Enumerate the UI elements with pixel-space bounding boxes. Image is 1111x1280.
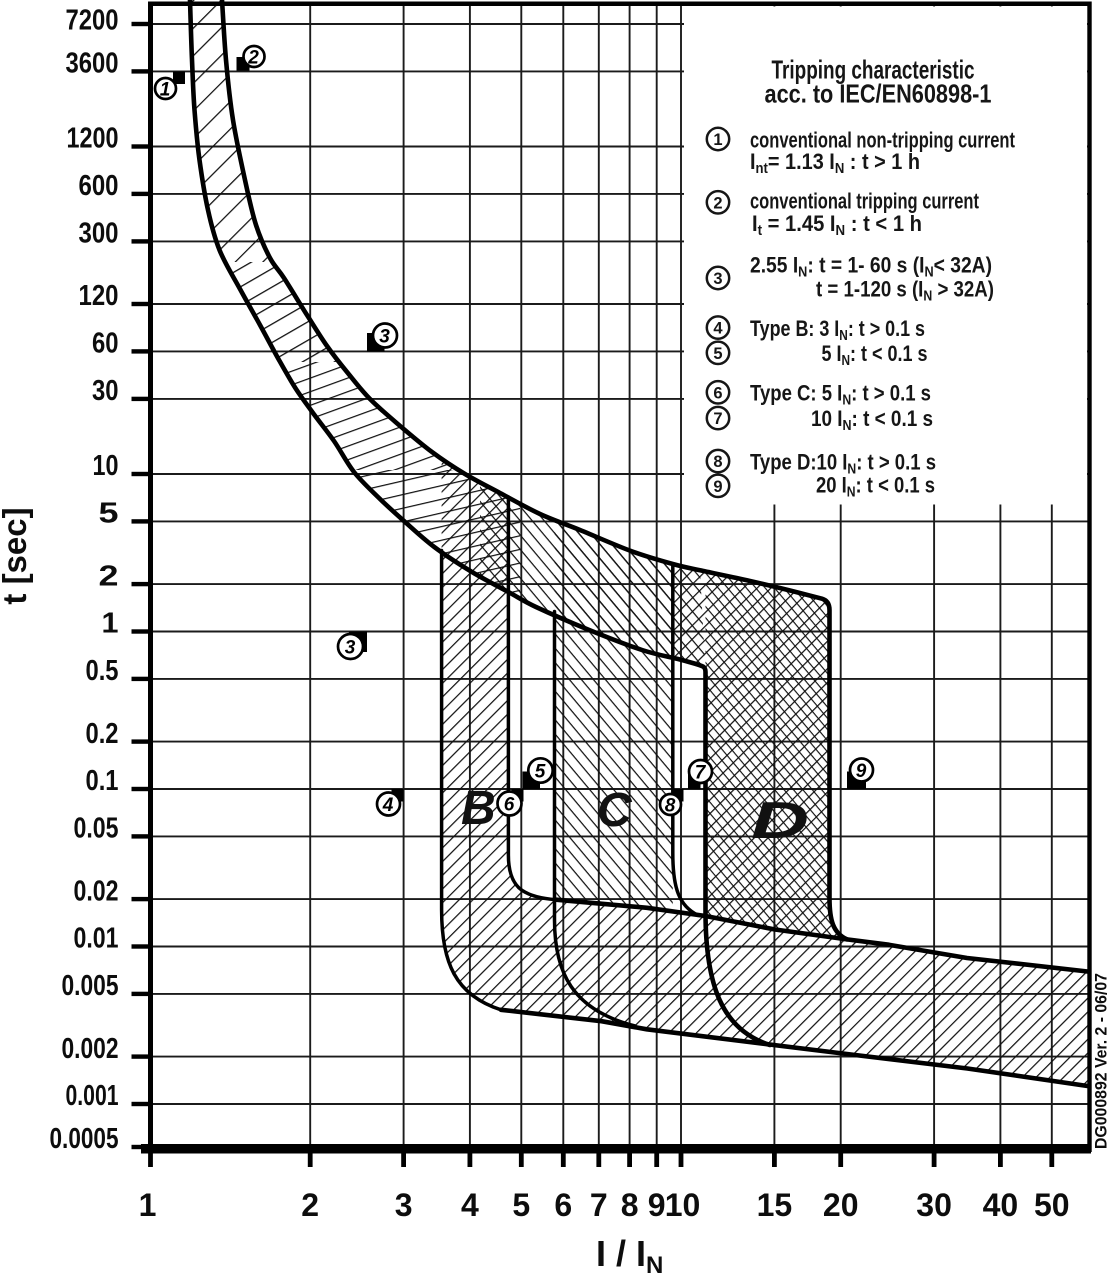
svg-text:DG000892 Ver. 2 - 06/07: DG000892 Ver. 2 - 06/07 xyxy=(1092,973,1111,1149)
svg-text:40: 40 xyxy=(983,1187,1019,1223)
svg-text:6: 6 xyxy=(554,1187,572,1223)
svg-text:7200: 7200 xyxy=(66,5,119,37)
svg-text:3: 3 xyxy=(713,270,722,288)
svg-text:0.002: 0.002 xyxy=(62,1033,119,1065)
svg-text:1: 1 xyxy=(160,79,171,100)
svg-text:4: 4 xyxy=(713,320,723,338)
svg-text:10: 10 xyxy=(93,450,119,482)
svg-text:20 IN: t < 0.1 s: 20 IN: t < 0.1 s xyxy=(816,473,935,501)
svg-text:0.005: 0.005 xyxy=(62,970,119,1002)
svg-text:1200: 1200 xyxy=(67,123,119,155)
svg-text:300: 300 xyxy=(79,218,119,250)
svg-text:10 IN: t < 0.1 s: 10 IN: t < 0.1 s xyxy=(811,406,933,434)
svg-text:D: D xyxy=(751,792,809,850)
svg-text:0.2: 0.2 xyxy=(86,718,119,750)
svg-text:5: 5 xyxy=(99,498,119,530)
svg-text:4: 4 xyxy=(382,795,394,816)
svg-text:0.05: 0.05 xyxy=(74,813,119,845)
svg-text:0.02: 0.02 xyxy=(74,875,119,907)
svg-text:2: 2 xyxy=(713,194,722,212)
svg-text:1: 1 xyxy=(102,608,119,640)
svg-text:conventional non-tripping curr: conventional non-tripping current xyxy=(750,127,1016,152)
svg-text:30: 30 xyxy=(92,375,119,407)
svg-text:60: 60 xyxy=(92,328,119,360)
svg-text:7: 7 xyxy=(590,1187,608,1223)
svg-text:3600: 3600 xyxy=(66,48,119,80)
svg-text:Type C: 5 IN: t > 0.1 s: Type C: 5 IN: t > 0.1 s xyxy=(750,381,931,409)
svg-text:7: 7 xyxy=(695,762,707,783)
svg-text:5: 5 xyxy=(512,1187,530,1223)
svg-text:30: 30 xyxy=(916,1187,952,1223)
svg-text:B: B xyxy=(461,782,496,835)
svg-text:0.1: 0.1 xyxy=(86,765,119,797)
svg-text:15: 15 xyxy=(757,1187,793,1223)
svg-text:50: 50 xyxy=(1034,1187,1070,1223)
svg-text:0.0005: 0.0005 xyxy=(50,1123,119,1155)
svg-text:600: 600 xyxy=(79,170,119,202)
svg-text:3: 3 xyxy=(345,637,356,658)
svg-text:4: 4 xyxy=(461,1187,479,1223)
svg-text:2: 2 xyxy=(301,1187,319,1223)
svg-text:10: 10 xyxy=(665,1187,701,1223)
svg-text:6: 6 xyxy=(504,794,515,815)
svg-text:120: 120 xyxy=(79,280,119,312)
svg-text:t [sec]: t [sec] xyxy=(0,507,33,604)
svg-text:20: 20 xyxy=(823,1187,859,1223)
svg-text:0.01: 0.01 xyxy=(74,923,119,955)
svg-text:3: 3 xyxy=(395,1187,413,1223)
svg-text:6: 6 xyxy=(713,384,722,402)
svg-text:0.001: 0.001 xyxy=(66,1080,119,1112)
svg-text:conventional tripping current: conventional tripping current xyxy=(750,189,980,214)
svg-text:2: 2 xyxy=(99,560,119,592)
svg-text:C: C xyxy=(597,784,633,837)
svg-text:1: 1 xyxy=(713,131,722,149)
svg-text:t = 1-120 s (IN > 32A): t = 1-120 s (IN > 32A) xyxy=(816,277,994,305)
svg-text:5 IN: t < 0.1 s: 5 IN: t < 0.1 s xyxy=(822,341,928,369)
svg-text:5: 5 xyxy=(713,345,722,363)
svg-text:9: 9 xyxy=(648,1187,666,1223)
svg-text:1: 1 xyxy=(139,1187,157,1223)
svg-text:7: 7 xyxy=(713,410,722,428)
svg-text:8: 8 xyxy=(621,1187,639,1223)
svg-text:5: 5 xyxy=(535,761,546,782)
svg-text:9: 9 xyxy=(713,478,722,496)
svg-text:8: 8 xyxy=(713,453,722,471)
svg-text:Type B: 3 IN: t > 0.1 s: Type B: 3 IN: t > 0.1 s xyxy=(750,316,925,344)
svg-text:9: 9 xyxy=(856,761,867,782)
svg-text:Type D:10 IN: t > 0.1 s: Type D:10 IN: t > 0.1 s xyxy=(750,449,936,477)
svg-text:8: 8 xyxy=(665,795,676,816)
svg-text:acc. to IEC/EN60898-1: acc. to IEC/EN60898-1 xyxy=(765,79,992,109)
svg-text:3: 3 xyxy=(379,326,390,347)
svg-text:0.5: 0.5 xyxy=(86,655,119,687)
svg-text:2: 2 xyxy=(247,47,259,68)
svg-text:Tripping characteristic: Tripping characteristic xyxy=(772,55,975,85)
svg-text:2.55 IN: t = 1- 60 s (IN< 32A): 2.55 IN: t = 1- 60 s (IN< 32A) xyxy=(750,253,992,281)
